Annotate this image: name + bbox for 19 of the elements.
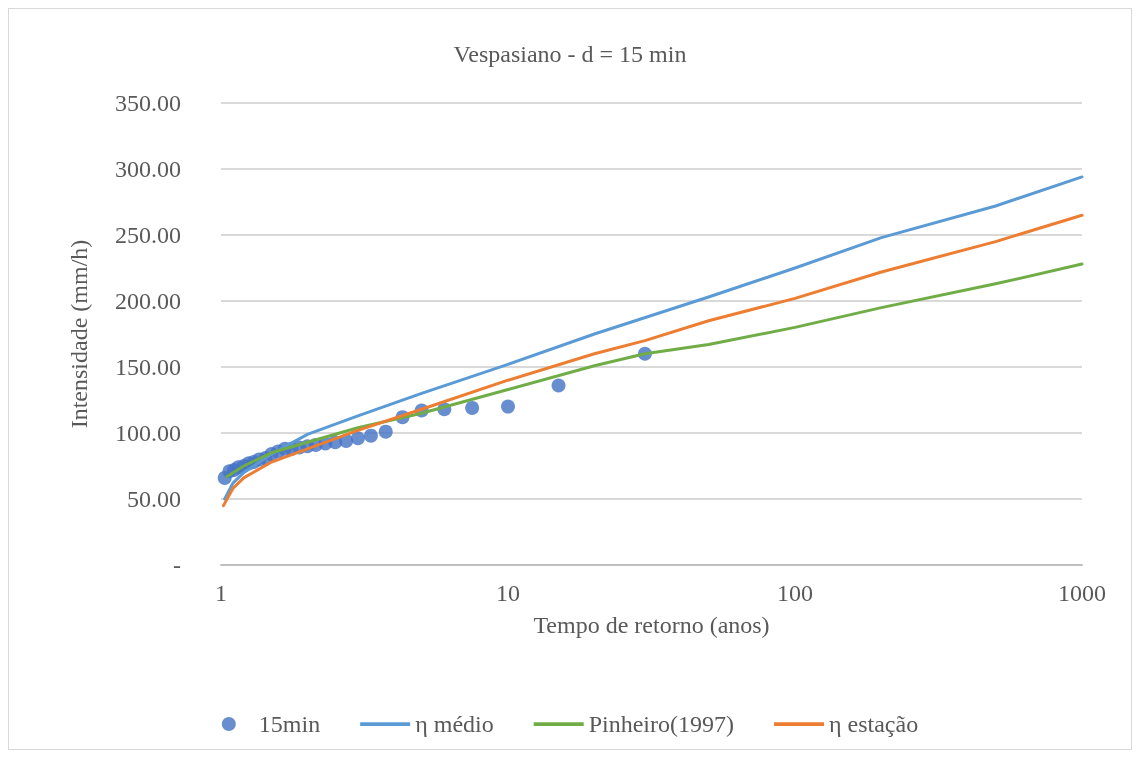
- x-tick-label: 10: [496, 580, 520, 606]
- y-tick-label: 100.00: [115, 420, 181, 446]
- y-tick-label: 300.00: [115, 156, 181, 182]
- y-tick-label: 350.00: [115, 90, 181, 116]
- x-tick-label: 1000: [1058, 580, 1106, 606]
- chart-title: Vespasiano - d = 15 min: [453, 41, 687, 67]
- legend-label: η médio: [415, 711, 494, 737]
- y-tick-label: 150.00: [115, 354, 181, 380]
- legend-label: 15min: [258, 711, 321, 737]
- legend-label: Pinheiro(1997): [588, 711, 735, 737]
- y-tick-label: 50.00: [127, 486, 181, 512]
- x-axis-title: Tempo de retorno (anos): [533, 612, 770, 638]
- y-tick-label: -: [173, 552, 181, 578]
- y-tick-label: 200.00: [115, 288, 181, 314]
- y-tick-label: 250.00: [115, 222, 181, 248]
- y-axis-title: Intensidade (mm/h): [66, 239, 92, 429]
- x-tick-label: 100: [777, 580, 813, 606]
- legend-label: η estação: [829, 711, 919, 737]
- x-tick-label: 1: [215, 580, 227, 606]
